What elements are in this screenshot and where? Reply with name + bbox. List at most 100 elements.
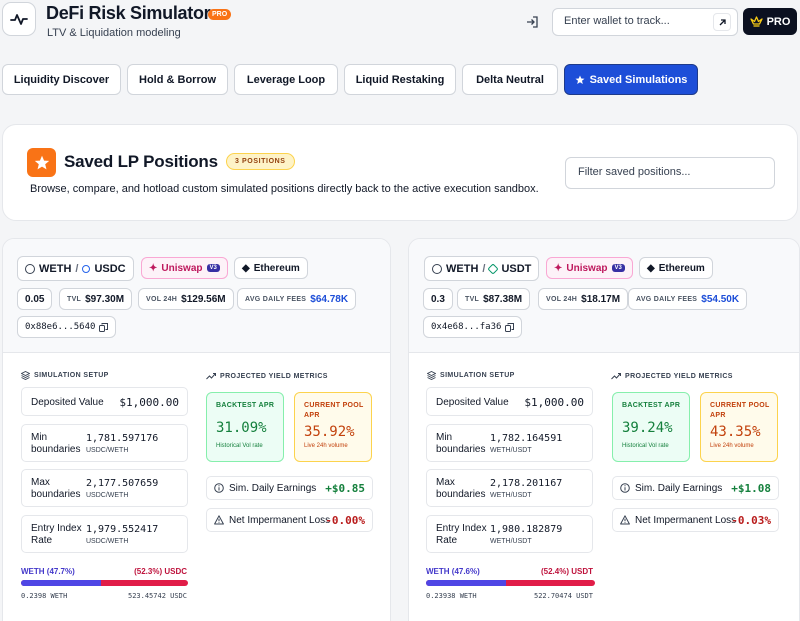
warning-icon [620, 515, 630, 525]
min-boundary-label-2: boundaries [436, 444, 486, 455]
tvl-label: TVL [465, 295, 480, 303]
projected-yield-heading: PROJECTED YIELD METRICS [611, 372, 733, 380]
pair-chip: WETH / USDT [424, 256, 540, 281]
tab-delta-neutral[interactable]: Delta Neutral [462, 64, 558, 95]
dex-version: V3 [206, 264, 220, 272]
app-title: DeFi Risk Simulator [46, 3, 211, 23]
max-boundary-label-1: Max [436, 477, 455, 488]
layers-icon [427, 371, 436, 380]
deposited-value: $1,000.00 [119, 396, 179, 409]
tab-hold-borrow[interactable]: Hold & Borrow [127, 64, 228, 95]
wallet-input[interactable] [564, 15, 704, 27]
current-apr-caption: Live 24h volume [304, 443, 348, 449]
tab-liquid-restaking[interactable]: Liquid Restaking [344, 64, 456, 95]
max-boundary-label-2: boundaries [436, 489, 486, 500]
copy-icon[interactable] [99, 322, 109, 332]
unicorn-icon: ✦ [149, 262, 158, 274]
min-boundary-value: 1,781.597176 [86, 433, 159, 444]
current-apr-card: CURRENT POOL APR 35.92% Live 24h volume [294, 392, 372, 462]
current-apr-label-2: APR [710, 412, 726, 419]
fees-chip: AVG DAILY FEES $64.78K [237, 288, 357, 310]
dex-chip: ✦ Uniswap V3 [546, 257, 633, 279]
wallet-go-button[interactable] [713, 13, 731, 31]
tab-liquidity-discover[interactable]: Liquidity Discover [2, 64, 121, 95]
ethereum-icon: ◆ [242, 262, 250, 274]
impermanent-loss-row: Net Impermanent Loss -0.03% [612, 508, 779, 532]
tvl-value: $87.38M [483, 293, 523, 305]
daily-earnings-value: +$0.85 [325, 482, 365, 495]
min-boundary-row: Min boundaries 1,782.164591 WETH/USDT [426, 424, 593, 462]
base-share-label: WETH (47.7%) [21, 567, 75, 576]
position-card[interactable]: WETH / USDT ✦ Uniswap V3 ◆ Ethereum 0.3 … [408, 238, 800, 621]
activity-pulse-icon [10, 14, 28, 25]
simulation-setup-label: SIMULATION SETUP [34, 372, 109, 379]
min-boundary-label-2: boundaries [31, 444, 81, 455]
current-apr-card: CURRENT POOL APR 43.35% Live 24h volume [700, 392, 778, 462]
tab-leverage-loop[interactable]: Leverage Loop [234, 64, 338, 95]
pool-address: 0x88e6...5640 [25, 322, 96, 332]
arrow-up-right-icon [719, 18, 726, 25]
star-icon [34, 155, 49, 169]
quote-share-label: (52.3%) USDC [134, 567, 187, 576]
entry-rate-label-2: Rate [31, 535, 53, 546]
ethereum-icon: ◆ [647, 262, 655, 274]
deposited-value-label: Deposited Value [436, 397, 509, 408]
entry-rate-row: Entry Index Rate 1,980.182879 WETH/USDT [426, 515, 593, 553]
fee-tier: 0.3 [431, 293, 445, 305]
login-arrow-icon[interactable] [522, 12, 542, 32]
volume-value: $129.56M [181, 293, 226, 305]
entry-rate-unit: USDC/WETH [86, 538, 129, 545]
impermanent-loss-label: Net Impermanent Loss [635, 515, 737, 526]
app-subtitle: LTV & Liquidation modeling [47, 27, 181, 39]
allocation-bar [426, 580, 595, 586]
allocation-bar-fill [21, 580, 101, 586]
allocation-bar-fill [426, 580, 507, 586]
min-boundary-row: Min boundaries 1,781.597176 USDC/WETH [21, 424, 188, 462]
saved-star-badge [27, 148, 56, 177]
volume-label: VOL 24H [146, 295, 178, 303]
fee-tier: 0.05 [25, 293, 45, 305]
pool-address-chip[interactable]: 0x4e68...fa36 [423, 316, 523, 338]
simulation-setup-heading: SIMULATION SETUP [21, 371, 109, 380]
min-boundary-label-1: Min [31, 432, 48, 443]
position-card[interactable]: WETH / USDC ✦ Uniswap V3 ◆ Ethereum 0.05… [2, 238, 391, 621]
min-boundary-unit: USDC/WETH [86, 447, 129, 454]
warning-icon [214, 515, 224, 525]
max-boundary-value: 2,178.201167 [490, 478, 563, 489]
token-icon [82, 264, 91, 273]
backtest-apr-card: BACKTEST APR 31.09% Historical Vol rate [206, 392, 284, 462]
pair-chip: WETH / USDC [17, 256, 134, 281]
fee-tier-chip: 0.05 [17, 288, 53, 310]
pool-address-chip[interactable]: 0x88e6...5640 [17, 316, 117, 338]
base-share-label: WETH (47.6%) [426, 567, 480, 576]
current-apr-label-1: CURRENT POOL [710, 402, 770, 409]
max-boundary-unit: USDC/WETH [86, 492, 129, 499]
fees-chip: AVG DAILY FEES $54.50K [628, 288, 748, 310]
deposited-value-label: Deposited Value [31, 397, 104, 408]
daily-earnings-value: +$1.08 [731, 482, 771, 495]
backtest-apr-label: BACKTEST APR [216, 402, 275, 409]
saved-description: Browse, compare, and hotload custom simu… [30, 183, 539, 195]
chain-name: Ethereum [658, 262, 705, 274]
volume-chip: VOL 24H $129.56M [138, 288, 234, 310]
entry-rate-label-1: Entry Index [436, 523, 487, 534]
trend-up-icon [206, 373, 216, 380]
current-apr-label-2: APR [304, 412, 320, 419]
app-logo [2, 2, 36, 36]
trend-up-icon [611, 373, 621, 380]
mode-tabs: Liquidity Discover Hold & Borrow Leverag… [2, 64, 698, 95]
quote-share-label: (52.4%) USDT [540, 567, 593, 576]
filter-input[interactable] [578, 166, 758, 178]
token-icon [25, 263, 35, 274]
tab-saved-simulations[interactable]: Saved Simulations [564, 64, 698, 95]
copy-icon[interactable] [505, 322, 515, 332]
backtest-apr-value: 31.09% [216, 420, 267, 436]
base-token: WETH [39, 262, 72, 275]
simulation-setup-label: SIMULATION SETUP [440, 372, 515, 379]
max-boundary-value: 2,177.507659 [86, 478, 159, 489]
max-boundary-label-2: boundaries [31, 489, 81, 500]
saved-positions-header: Saved LP Positions 3 POSITIONS Browse, c… [2, 124, 798, 221]
pro-button[interactable]: PRO [743, 8, 797, 35]
max-boundary-unit: WETH/USDT [490, 492, 532, 499]
impermanent-loss-row: Net Impermanent Loss -0.00% [206, 508, 373, 532]
